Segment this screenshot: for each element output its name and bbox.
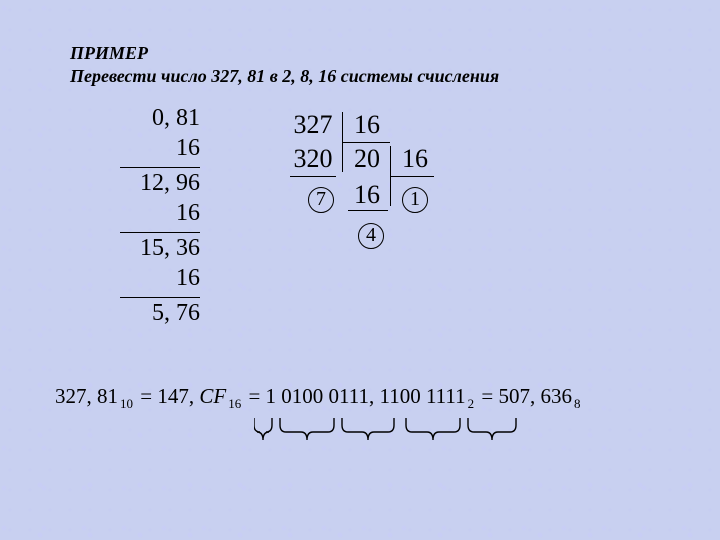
mult-row-5: 16 [120, 265, 200, 295]
eq-part1: = 147, [135, 384, 199, 408]
div-hline-minus2 [348, 210, 388, 211]
mult-row-3: 16 [120, 200, 200, 230]
eq-base16: 16 [226, 396, 243, 411]
mult-row-4: 15, 36 [120, 235, 200, 265]
mult-line-2 [120, 297, 200, 298]
div-hline-1 [342, 142, 390, 143]
braces-svg [254, 418, 534, 444]
mult-row-0: 0, 81 [120, 105, 200, 135]
div-d2: 16 [398, 144, 432, 174]
mult-line-1 [120, 232, 200, 233]
div-n1: 327 [290, 110, 336, 140]
eq-base8: 8 [572, 396, 583, 411]
eq-lhs-num: 327, 81 [55, 384, 118, 408]
circled-1: 1 [402, 187, 428, 213]
eq-base2: 2 [466, 396, 477, 411]
mult-row-2: 12, 96 [120, 170, 200, 200]
multiplication-block: 0, 81 16 12, 96 16 15, 36 16 5, 76 [120, 105, 200, 330]
div-r3: 4 [358, 218, 384, 249]
eq-lhs-base: 10 [118, 396, 135, 411]
mult-line-0 [120, 167, 200, 168]
equation-line: 327, 8110 = 147, CF16 = 1 0100 0111, 110… [55, 384, 582, 412]
div-hline-2 [390, 176, 434, 177]
example-heading: ПРИМЕР Перевести число 327, 81 в 2, 8, 1… [70, 42, 499, 87]
div-q1: 20 [350, 144, 384, 174]
div-m1: 320 [290, 144, 336, 174]
div-r1: 7 [308, 182, 334, 213]
mult-row-6: 5, 76 [120, 300, 200, 330]
div-r2: 1 [402, 182, 428, 213]
mult-row-1: 16 [120, 135, 200, 165]
heading-line1: ПРИМЕР [70, 42, 499, 65]
eq-cf: CF [199, 384, 226, 408]
div-q2: 16 [350, 180, 384, 210]
circled-7: 7 [308, 187, 334, 213]
eq-part3: = 507, 636 [476, 384, 572, 408]
circled-4: 4 [358, 223, 384, 249]
div-d1: 16 [350, 110, 384, 140]
heading-line2: Перевести число 327, 81 в 2, 8, 16 систе… [70, 65, 499, 88]
div-hline-minus1 [290, 176, 336, 177]
brace-area [254, 418, 534, 449]
eq-part2: = 1 0100 0111, 1100 1111 [243, 384, 465, 408]
